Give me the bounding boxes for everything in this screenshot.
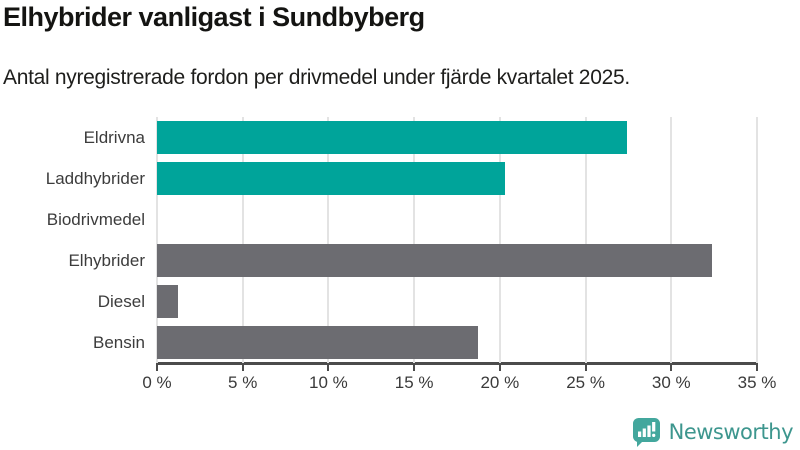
- x-axis-tick-label-35: 35 %: [737, 373, 777, 392]
- chart-title: Elhybrider vanligast i Sundbyberg: [3, 2, 425, 32]
- y-axis-category-labels: Eldrivna Laddhybrider Biodrivmedel Elhybrid…: [0, 117, 145, 363]
- x-axis-tick-5: [241, 365, 244, 371]
- gridline-0: [156, 117, 158, 363]
- x-axis-tick-label-25: 25 %: [566, 373, 605, 392]
- bar-diesel: [157, 285, 178, 318]
- gridline-25: [584, 117, 587, 363]
- x-axis-tick-20: [498, 365, 501, 371]
- bar-bensin: [157, 326, 478, 359]
- gridline-35: [756, 117, 758, 363]
- bar-laddhybrider: [157, 162, 505, 195]
- x-axis-tick-label-10: 10 %: [309, 373, 348, 392]
- x-axis-tick-label-5: 5 %: [228, 373, 258, 392]
- x-axis-tick-label-0: 0 %: [142, 373, 172, 392]
- category-label-eldrivna: Eldrivna: [83, 127, 145, 147]
- x-axis-tick-35: [756, 365, 758, 371]
- category-label-bensin: Bensin: [93, 332, 145, 352]
- gridline-5: [241, 117, 244, 363]
- newsworthy-logo-text: Newsworthy: [668, 420, 794, 444]
- bar-elhybrider: [157, 244, 713, 277]
- gridline-30: [670, 117, 673, 363]
- x-axis-tick-15: [413, 365, 416, 371]
- x-axis-line: [156, 362, 758, 365]
- category-label-laddhybrider: Laddhybrider: [45, 168, 145, 188]
- category-label-biodrivmedel: Biodrivmedel: [46, 209, 145, 229]
- plot-area: 0 % 5 % 10 % 15 % 20 % 25 % 30 % 35 %: [142, 117, 776, 392]
- newsworthy-logo-icon: [632, 418, 660, 447]
- x-axis-tick-label-20: 20 %: [480, 373, 520, 392]
- category-label-diesel: Diesel: [97, 291, 145, 311]
- gridline-10: [327, 117, 330, 363]
- bar-eldrivna: [157, 121, 627, 154]
- category-label-elhybrider: Elhybrider: [68, 250, 145, 270]
- x-axis-tick-label-30: 30 %: [651, 373, 691, 392]
- x-axis-tick-30: [670, 365, 673, 371]
- newsworthy-branding: Newsworthy: [632, 417, 794, 447]
- x-axis-tick-label-15: 15 %: [394, 373, 434, 392]
- x-axis-tick-10: [327, 365, 330, 371]
- chart-subtitle: Antal nyregistrerade fordon per drivmede…: [3, 66, 630, 89]
- x-axis-tick-0: [156, 365, 158, 371]
- x-axis-tick-25: [584, 365, 587, 371]
- gridline-20: [498, 117, 501, 363]
- gridline-15: [413, 117, 416, 363]
